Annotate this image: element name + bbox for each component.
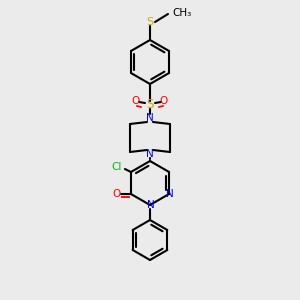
Text: S: S — [146, 17, 154, 27]
Text: O: O — [113, 189, 121, 199]
Text: O: O — [160, 96, 168, 106]
Text: N: N — [146, 149, 154, 159]
Text: N: N — [166, 189, 174, 199]
Text: N: N — [146, 113, 154, 123]
Text: CH₃: CH₃ — [172, 8, 191, 18]
Text: Cl: Cl — [112, 162, 122, 172]
Text: S: S — [146, 98, 154, 112]
Text: O: O — [132, 96, 140, 106]
Text: N: N — [147, 200, 155, 210]
